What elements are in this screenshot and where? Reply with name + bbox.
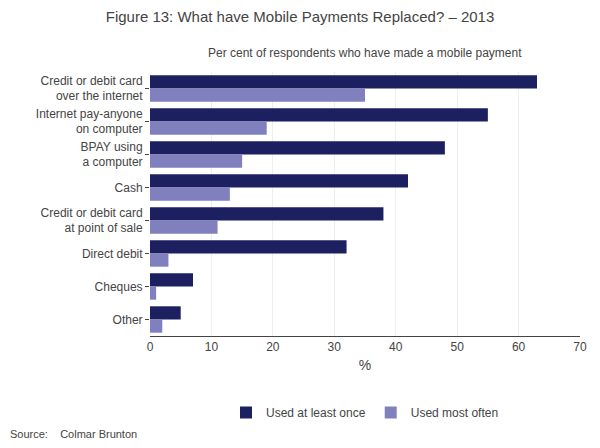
svg-text:Internet pay-anyoneon computer: Internet pay-anyoneon computer (36, 107, 143, 137)
svg-text:Figure 13: What have Mobile Pa: Figure 13: What have Mobile Payments Rep… (106, 8, 495, 25)
svg-text:BPAY usinga computer: BPAY usinga computer (81, 140, 143, 170)
svg-text:40: 40 (389, 340, 403, 354)
svg-text:Used most often: Used most often (411, 406, 498, 420)
svg-text:Credit or debit cardat point o: Credit or debit cardat point of sale (41, 206, 143, 236)
svg-text:Direct debit: Direct debit (82, 247, 143, 261)
svg-text:Other: Other (113, 313, 143, 327)
svg-text:Per cent of respondents who ha: Per cent of respondents who have made a … (208, 46, 522, 60)
svg-text:Credit or debit cardover the i: Credit or debit cardover the internet (41, 74, 144, 104)
svg-text:60: 60 (512, 340, 526, 354)
svg-text:Source: Colmar Brunton: Source: Colmar Brunton (10, 428, 137, 440)
svg-text:%: % (359, 357, 371, 373)
svg-text:70: 70 (573, 340, 587, 354)
svg-text:20: 20 (266, 340, 280, 354)
svg-text:30: 30 (328, 340, 342, 354)
svg-text:Cheques: Cheques (95, 280, 143, 294)
svg-text:Cash: Cash (115, 181, 143, 195)
svg-text:50: 50 (450, 340, 464, 354)
svg-text:0: 0 (147, 340, 154, 354)
svg-text:10: 10 (205, 340, 219, 354)
svg-text:Used at least once: Used at least once (266, 406, 366, 420)
